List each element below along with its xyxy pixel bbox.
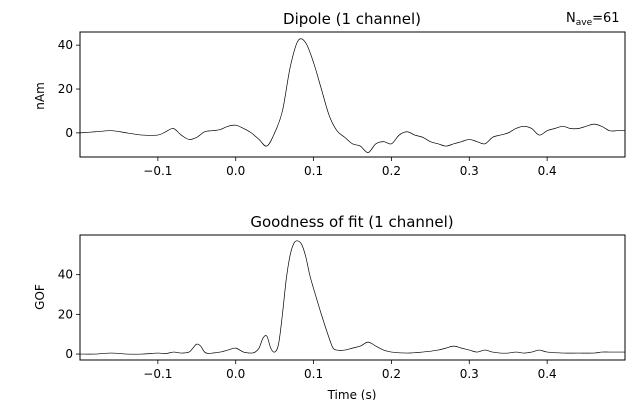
gof-series-line-0 [80, 240, 625, 355]
gof-ylabel: GOF [33, 284, 47, 310]
nave-label: N [566, 11, 576, 26]
dipole-axes-frame [79, 31, 626, 158]
gof-title: Goodness of fit (1 channel) [250, 213, 453, 231]
gof-xlabel: Time (s) [327, 388, 377, 400]
dipole-ytick-label: 20 [58, 82, 73, 96]
nave-value: =61 [592, 11, 619, 26]
dipole-ytick-label: 0 [65, 126, 73, 140]
gof-xtick-label: 0.0 [226, 367, 245, 381]
dipole-panel: Dipole (1 channel) nAm −0.1 0.0 0.1 0.2 0.3 0… [33, 10, 626, 178]
dipole-xtick-label: 0.3 [460, 164, 479, 178]
nave-subscript: ave [576, 18, 593, 28]
dipole-series-line-0 [80, 38, 625, 153]
dipole-xtick-label: 0.0 [226, 164, 245, 178]
gof-xtick-label: 0.1 [304, 367, 323, 381]
nave-annotation: Nave=61 [566, 11, 620, 28]
dipole-title: Dipole (1 channel) [283, 10, 421, 28]
gof-xtick-label: 0.3 [460, 367, 479, 381]
gof-xtick-label: −0.1 [143, 367, 172, 381]
dipole-ylabel: nAm [33, 82, 47, 110]
dipole-xtick-label: 0.4 [538, 164, 557, 178]
gof-ytick-label: 0 [65, 347, 73, 361]
gof-axes-frame [79, 234, 626, 361]
gof-xtick-label: 0.2 [382, 367, 401, 381]
gof-panel: Goodness of fit (1 channel) GOF Time (s)… [33, 213, 626, 400]
dipole-xtick-label: 0.1 [304, 164, 323, 178]
gof-xtick-label: 0.4 [538, 367, 557, 381]
gof-ytick-label: 20 [58, 307, 73, 321]
dipole-xtick-label: 0.2 [382, 164, 401, 178]
gof-ytick-label: 40 [58, 268, 73, 282]
dipole-xtick-label: −0.1 [143, 164, 172, 178]
dipole-ytick-label: 40 [58, 38, 73, 52]
